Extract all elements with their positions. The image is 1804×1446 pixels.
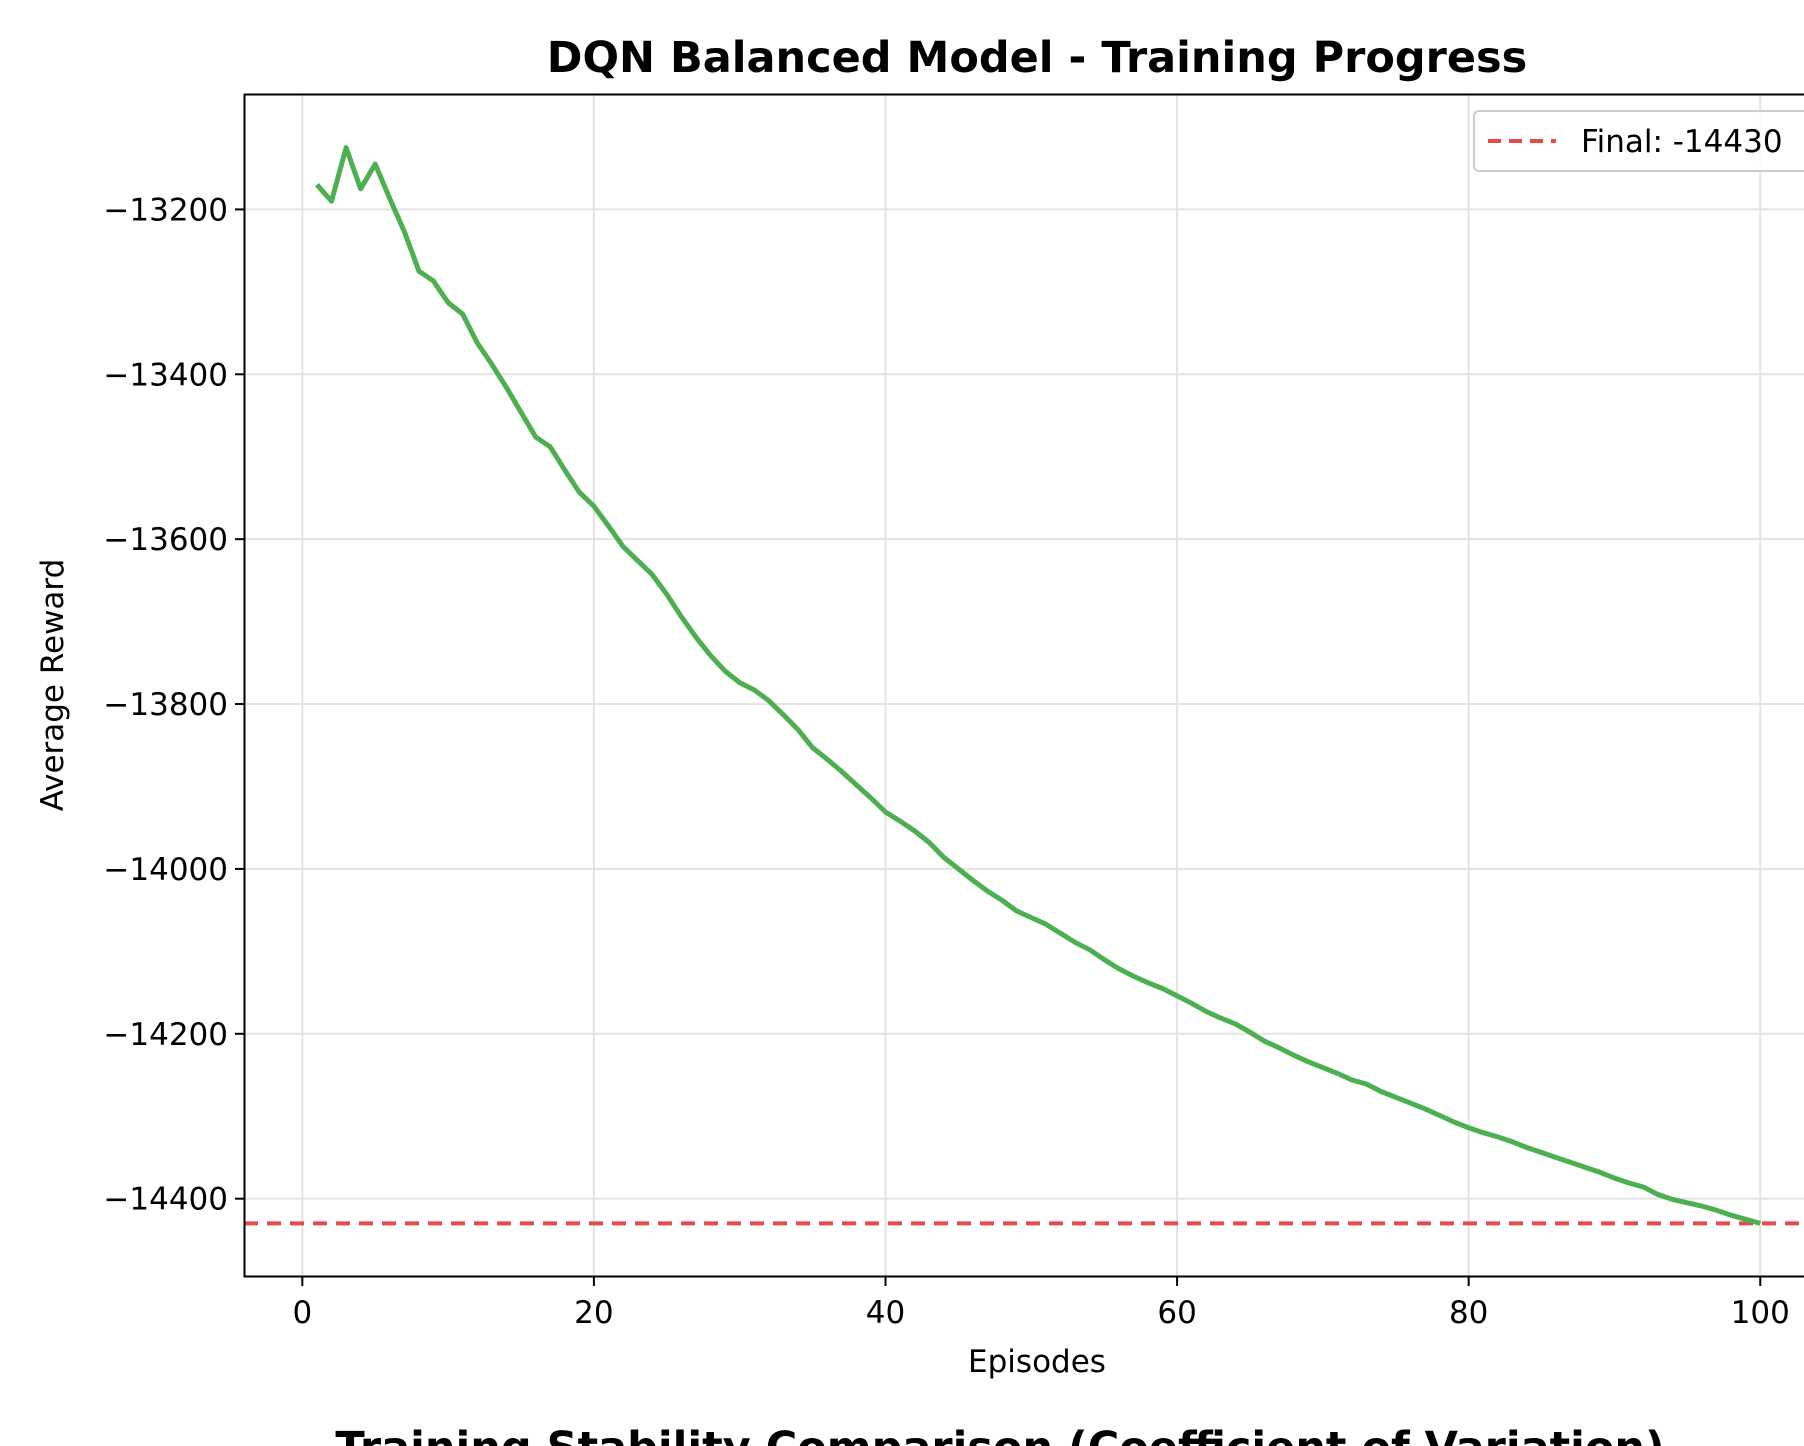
x-tick-label: 100 — [1731, 1295, 1790, 1331]
y-tick-label: −13800 — [103, 687, 228, 723]
y-tick-label: −14200 — [103, 1017, 228, 1053]
x-tick-label: 40 — [866, 1295, 905, 1331]
legend-entry-final: Final: -14430 — [1581, 124, 1783, 160]
legend-box — [1473, 110, 1804, 172]
legend: Final: -14430 — [1473, 110, 1804, 172]
x-ticks: 0 20 40 60 80 100 — [292, 1277, 1790, 1331]
x-tick-label: 80 — [1449, 1295, 1488, 1331]
y-tick-label: −13400 — [103, 357, 228, 393]
y-tick-label: −13600 — [103, 522, 228, 558]
next-chart-title: Training Stability Comparison (Coefficie… — [335, 1423, 1664, 1446]
y-tick-label: −13200 — [103, 192, 228, 228]
chart-title: DQN Balanced Model - Training Progress — [547, 33, 1527, 83]
x-tick-label: 60 — [1157, 1295, 1196, 1331]
series-line-average-reward — [315, 145, 1761, 1226]
grid-lines — [244, 94, 1804, 1277]
y-tick-label: −14000 — [103, 852, 228, 888]
x-tick-label: 20 — [574, 1295, 613, 1331]
x-tick-label: 0 — [292, 1295, 312, 1331]
x-axis-label: Episodes — [968, 1344, 1106, 1380]
y-axis-label: Average Reward — [35, 559, 71, 812]
y-tick-label: −14400 — [103, 1182, 228, 1218]
y-ticks: −13200 −13400 −13600 −13800 −14000 −14200 −144… — [103, 192, 244, 1218]
